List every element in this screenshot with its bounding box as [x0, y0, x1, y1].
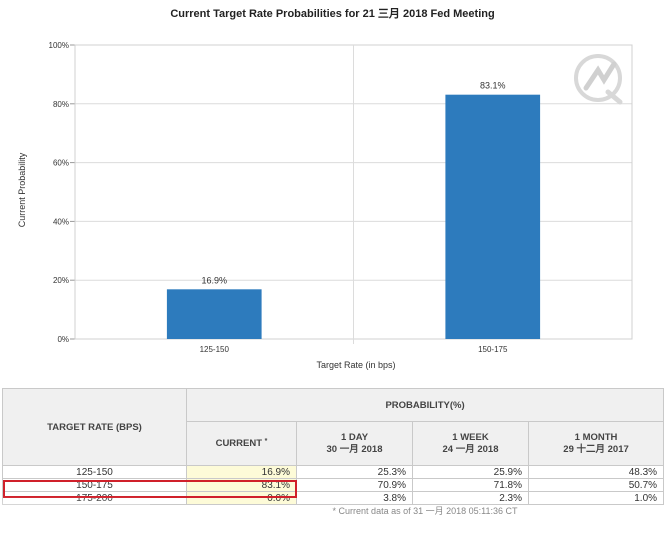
- y-tick-label: 100%: [49, 41, 69, 50]
- quant-logo-icon: [574, 54, 623, 105]
- data-labels: 16.9% 125-150 83.1% 150-175: [200, 81, 508, 354]
- y-tick-label: 0%: [57, 335, 69, 344]
- y-tick-label: 60%: [53, 159, 69, 168]
- current-cell: 0.0%: [186, 491, 297, 505]
- probability-table: TARGET RATE (BPS) PROBABILITY(%) CURRENT…: [2, 388, 665, 534]
- y-tick-label: 20%: [53, 276, 69, 285]
- probability-header: PROBABILITY(%): [185, 388, 665, 422]
- footnote-spacer: [2, 504, 187, 519]
- current-cell: 16.9%: [186, 465, 297, 479]
- chart-title: Current Target Rate Probabilities for 21…: [170, 8, 495, 20]
- current-header: CURRENT *: [186, 421, 297, 466]
- rate-cell: 125-150: [2, 465, 187, 479]
- current-cell: 83.1%: [186, 478, 297, 492]
- one-day-header: 1 DAY 30 一月 2018: [296, 421, 413, 466]
- week-cell: 71.8%: [412, 478, 529, 492]
- bar: [166, 289, 262, 339]
- target-rate-header: TARGET RATE (BPS): [2, 388, 187, 466]
- data-label: 83.1%: [480, 81, 506, 91]
- day-cell: 3.8%: [296, 491, 413, 505]
- rate-cell: 150-175: [2, 478, 187, 492]
- x-tick-label: 125-150: [200, 345, 230, 354]
- one-month-header: 1 MONTH 29 十二月 2017: [527, 421, 665, 466]
- rate-cell: 175-200: [2, 491, 187, 505]
- week-cell: 2.3%: [412, 491, 529, 505]
- y-tick-label: 80%: [53, 100, 69, 109]
- x-tick-label: 150-175: [478, 345, 508, 354]
- table-row: 175-200 0.0% 3.8% 2.3% 1.0%: [2, 491, 665, 505]
- month-cell: 48.3%: [527, 465, 665, 479]
- bars: [166, 94, 541, 339]
- month-cell: 1.0%: [527, 491, 665, 505]
- x-axis-label: Target Rate (in bps): [316, 360, 396, 370]
- day-cell: 70.9%: [296, 478, 413, 492]
- bar: [445, 94, 541, 339]
- data-label: 16.9%: [201, 275, 227, 285]
- table-row: 125-150 16.9% 25.3% 25.9% 48.3%: [2, 465, 665, 479]
- grid: 0% 20% 40% 60% 80% 100%: [49, 41, 633, 344]
- footnote: * Current data as of 31 一月 2018 05:11:36…: [332, 506, 518, 517]
- week-cell: 25.9%: [412, 465, 529, 479]
- chart-area: Current Target Rate Probabilities for 21…: [17, 8, 633, 370]
- y-tick-label: 40%: [53, 217, 69, 226]
- month-cell: 50.7%: [527, 478, 665, 492]
- table-row: 150-175 83.1% 70.9% 71.8% 50.7%: [2, 478, 665, 492]
- one-week-header: 1 WEEK 24 一月 2018: [412, 421, 529, 466]
- day-cell: 25.3%: [296, 465, 413, 479]
- bar-chart: 0% 20% 40% 60% 80% 100% 16.9% 125-150 83.1% 150-…: [49, 41, 633, 354]
